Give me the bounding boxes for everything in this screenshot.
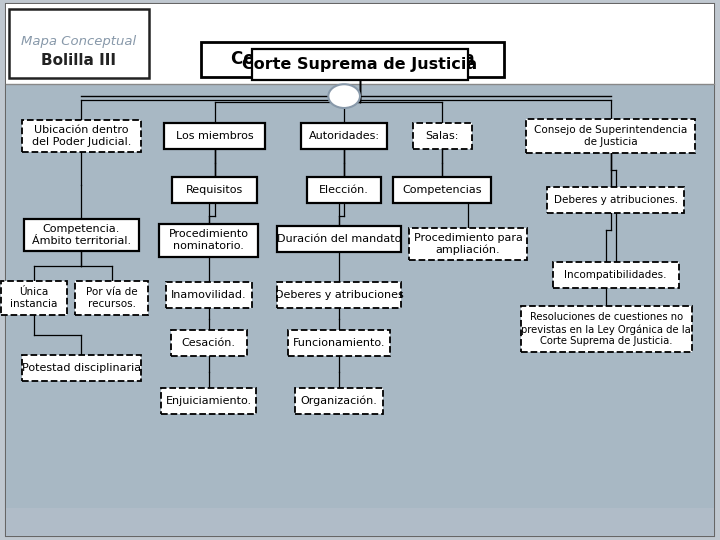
- Text: Competencia.
Ámbito territorial.: Competencia. Ámbito territorial.: [32, 224, 131, 246]
- Text: Corte Suprema de Justicia: Corte Suprema de Justicia: [231, 50, 474, 69]
- FancyBboxPatch shape: [75, 281, 148, 315]
- Text: Competencias: Competencias: [402, 185, 482, 195]
- FancyBboxPatch shape: [22, 120, 141, 152]
- Text: Ubicación dentro
del Poder Judicial.: Ubicación dentro del Poder Judicial.: [32, 125, 131, 147]
- Text: Deberes y atribuciones: Deberes y atribuciones: [275, 291, 403, 300]
- FancyBboxPatch shape: [521, 306, 692, 352]
- FancyBboxPatch shape: [409, 228, 527, 260]
- FancyBboxPatch shape: [394, 177, 491, 203]
- FancyBboxPatch shape: [161, 388, 256, 414]
- Text: Duración del mandato: Duración del mandato: [277, 234, 401, 244]
- FancyBboxPatch shape: [9, 9, 149, 78]
- FancyBboxPatch shape: [413, 123, 472, 149]
- FancyBboxPatch shape: [277, 282, 401, 308]
- Text: Elección.: Elección.: [319, 185, 369, 195]
- FancyBboxPatch shape: [1, 281, 67, 315]
- FancyBboxPatch shape: [301, 123, 387, 149]
- FancyBboxPatch shape: [6, 84, 714, 508]
- Text: Los miembros: Los miembros: [176, 131, 253, 141]
- Text: Procedimiento para
ampliación.: Procedimiento para ampliación.: [413, 233, 523, 255]
- FancyBboxPatch shape: [288, 330, 390, 356]
- FancyBboxPatch shape: [22, 355, 141, 381]
- FancyBboxPatch shape: [172, 177, 257, 203]
- Text: Inamovilidad.: Inamovilidad.: [171, 291, 247, 300]
- Text: Salas:: Salas:: [426, 131, 459, 141]
- Text: Corte Suprema de Justicia: Corte Suprema de Justicia: [243, 57, 477, 72]
- FancyBboxPatch shape: [526, 119, 696, 153]
- Text: Potestad disciplinaria: Potestad disciplinaria: [22, 363, 141, 373]
- Text: Funcionamiento.: Funcionamiento.: [293, 338, 385, 348]
- Text: Única
instancia: Única instancia: [10, 287, 58, 309]
- FancyBboxPatch shape: [201, 42, 504, 77]
- FancyBboxPatch shape: [295, 388, 383, 414]
- FancyBboxPatch shape: [6, 4, 714, 536]
- Text: Bolilla III: Bolilla III: [41, 53, 116, 68]
- FancyBboxPatch shape: [171, 330, 246, 356]
- FancyBboxPatch shape: [164, 123, 265, 149]
- Text: Organización.: Organización.: [301, 395, 377, 406]
- FancyBboxPatch shape: [159, 224, 258, 257]
- Text: Procedimiento
nominatorio.: Procedimiento nominatorio.: [168, 230, 249, 251]
- Text: Requisitos: Requisitos: [186, 185, 243, 195]
- FancyBboxPatch shape: [166, 282, 252, 308]
- Text: Por vía de
recursos.: Por vía de recursos.: [86, 287, 138, 309]
- Text: Consejo de Superintendencia
de Justicia: Consejo de Superintendencia de Justicia: [534, 125, 687, 147]
- FancyBboxPatch shape: [6, 4, 714, 84]
- FancyBboxPatch shape: [252, 49, 468, 80]
- Text: Autoridades:: Autoridades:: [309, 131, 379, 141]
- FancyBboxPatch shape: [553, 262, 679, 288]
- Text: Mapa Conceptual: Mapa Conceptual: [21, 35, 136, 48]
- FancyBboxPatch shape: [24, 219, 139, 251]
- Text: Enjuiciamiento.: Enjuiciamiento.: [166, 396, 252, 406]
- FancyBboxPatch shape: [547, 187, 684, 213]
- Text: Resoluciones de cuestiones no
previstas en la Ley Orgánica de la
Corte Suprema d: Resoluciones de cuestiones no previstas …: [521, 313, 691, 346]
- Text: Deberes y atribuciones.: Deberes y atribuciones.: [554, 195, 678, 205]
- FancyBboxPatch shape: [6, 508, 714, 536]
- FancyBboxPatch shape: [277, 226, 401, 252]
- Text: Cesación.: Cesación.: [181, 338, 236, 348]
- Text: Incompatibilidades.: Incompatibilidades.: [564, 271, 667, 280]
- Circle shape: [328, 84, 360, 108]
- FancyBboxPatch shape: [307, 177, 381, 203]
